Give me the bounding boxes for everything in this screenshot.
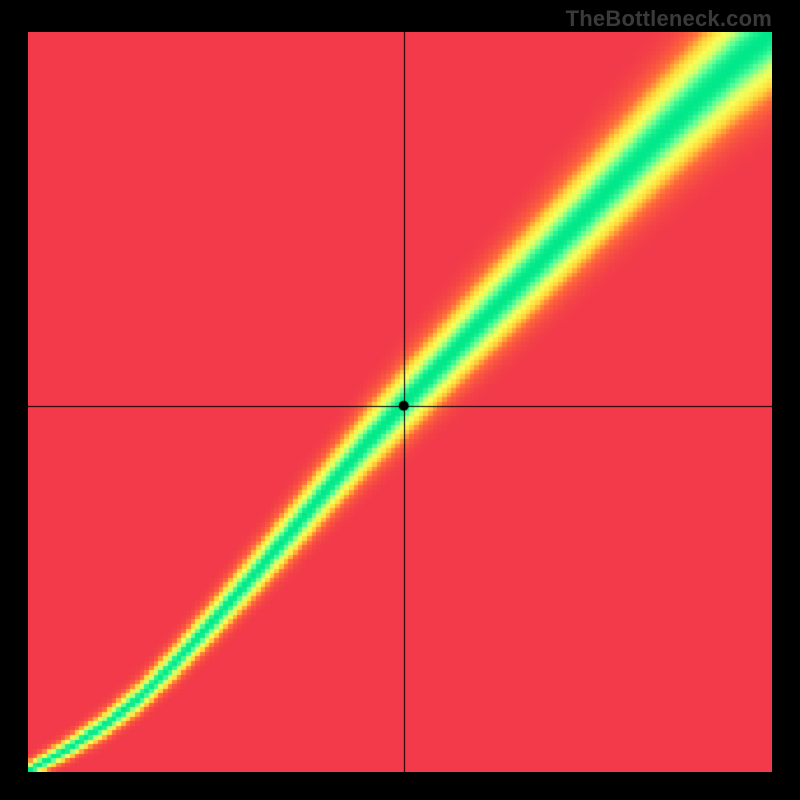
chart-container: TheBottleneck.com: [0, 0, 800, 800]
bottleneck-heatmap: [28, 32, 772, 772]
watermark-text: TheBottleneck.com: [566, 6, 772, 32]
